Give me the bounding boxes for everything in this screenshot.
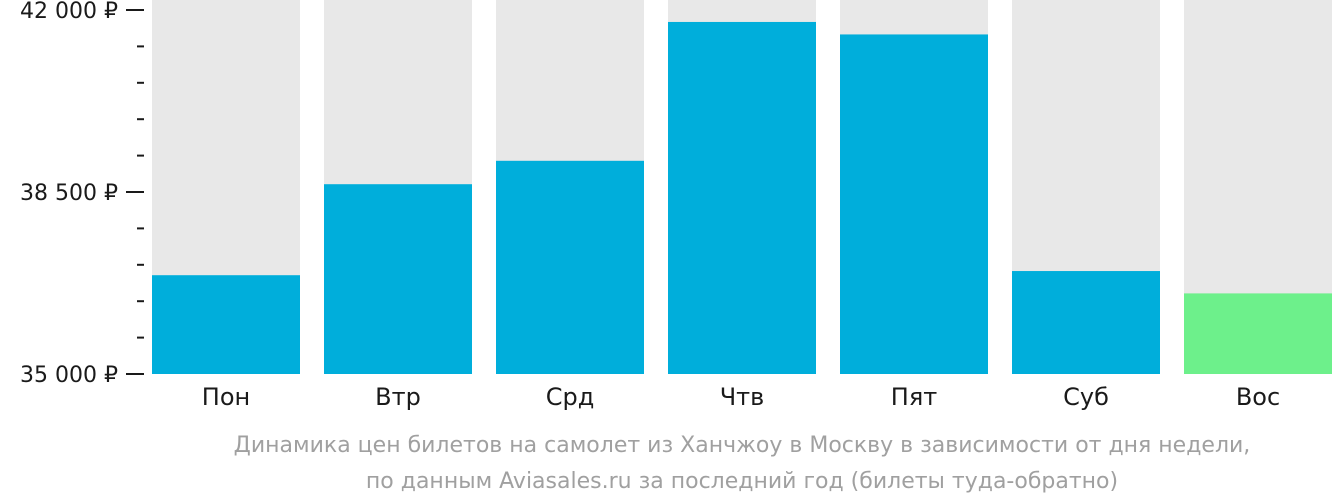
y-tick-label: 42 000 ₽: [20, 0, 118, 24]
x-tick-label: Чтв: [720, 383, 765, 411]
y-axis: 42 000 ₽ 38 500 ₽ 35 000 ₽: [20, 0, 144, 388]
bar-Пон: [152, 275, 300, 374]
y-tick-label: 38 500 ₽: [20, 181, 118, 206]
x-tick-label: Вос: [1236, 383, 1280, 411]
bar-Вос: [1184, 293, 1332, 374]
bar-Пят: [840, 34, 988, 374]
bars: [152, 0, 1332, 375]
bar-Втр: [324, 184, 472, 374]
bar-Срд: [496, 160, 644, 374]
caption-line-2: по данным Aviasales.ru за последний год …: [366, 469, 1118, 494]
x-tick-label: Втр: [375, 383, 421, 411]
y-tick-label: 35 000 ₽: [20, 363, 118, 388]
bar-Чтв: [668, 21, 816, 375]
x-tick-label: Срд: [546, 383, 595, 411]
bar-Суб: [1012, 271, 1160, 374]
x-tick-label: Суб: [1063, 383, 1109, 411]
x-tick-label: Пон: [202, 383, 250, 411]
x-axis: Пон Втр Срд Чтв Пят Суб Вос: [202, 383, 1280, 411]
x-tick-label: Пят: [891, 383, 937, 411]
caption-line-1: Динамика цен билетов на самолет из Ханчж…: [234, 433, 1251, 458]
